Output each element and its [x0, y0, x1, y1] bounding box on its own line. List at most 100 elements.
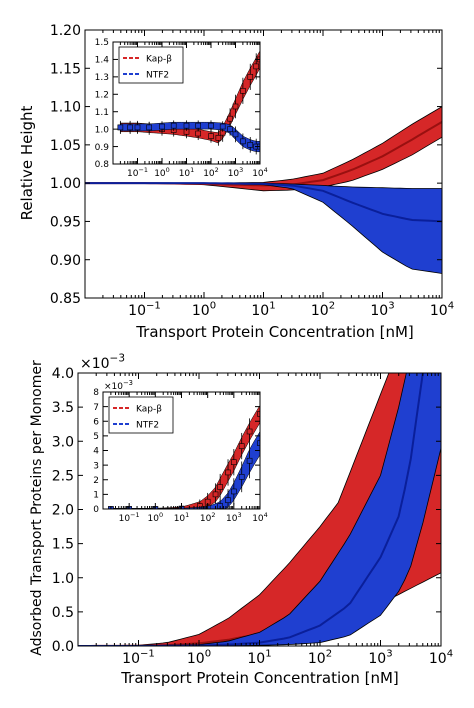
bottom-y-tick-label: 0.0: [52, 639, 74, 655]
top-inset-data-point: [219, 123, 226, 130]
bottom-inset-y-tick-label: 5: [93, 432, 99, 442]
bottom-inset-data-point: [246, 428, 253, 435]
top-inset-x-tick-label: 102: [203, 166, 219, 179]
top-inset-data-point: [134, 124, 141, 131]
bottom-x-tick-label: 102: [308, 649, 332, 667]
top-x-axis-label: Transport Protein Concentration [nM]: [135, 323, 414, 341]
bottom-inset-x-tick-label: 10−1: [119, 511, 140, 524]
bottom-inset-y-tick-label: 3: [93, 461, 99, 471]
bottom-inset-data-point: [257, 411, 260, 417]
bottom-y-tick-label: 3.0: [52, 434, 74, 450]
top-inset-data-point: [117, 124, 124, 131]
bottom-y-tick-label: 0.5: [52, 605, 74, 621]
bottom-inset-data-point: [231, 488, 237, 495]
top-inset-data-point: [195, 122, 201, 129]
bottom-band-ntf2: [78, 373, 441, 646]
bottom-x-tick-label: 104: [429, 649, 453, 667]
top-y-tick-label: 0.95: [50, 214, 81, 230]
top-inset-data-point: [195, 130, 201, 137]
top-inset-x-tick-label: 103: [228, 166, 244, 179]
top-plot-area: [85, 106, 442, 274]
top-inset-data-point: [232, 131, 239, 138]
bottom-y-tick-label: 1.5: [52, 537, 74, 553]
bottom-x-axis-label: Transport Protein Concentration [nM]: [120, 669, 399, 687]
top-inset-legend: Kap-β NTF2: [118, 46, 184, 84]
bottom-inset-data-point: [238, 443, 245, 449]
top-y-tick-label: 0.90: [50, 253, 81, 269]
top-inset-data-point: [247, 142, 254, 148]
top-inset-data-point: [227, 126, 233, 132]
bottom-x-tick-label: 101: [247, 649, 271, 667]
bottom-x-tick-label: 100: [187, 649, 211, 667]
bottom-inset-y-tick-label: 7: [93, 403, 99, 413]
bottom-inset-x-tick-label: 104: [252, 511, 268, 524]
top-y-axis-label: Relative Height: [18, 105, 36, 220]
top-inset-x-tick-label: 10−1: [127, 166, 148, 179]
top-y-tick-label: 1.10: [50, 100, 81, 116]
bottom-inset-x-tick-label: 101: [174, 511, 190, 524]
top-y-tick-label: 1.15: [50, 61, 81, 77]
top-y-tick-label: 0.85: [50, 291, 81, 307]
bottom-panel-adsorbed-proteins: Adsorbed Transport Proteins per Monomer …: [29, 353, 453, 687]
top-inset-data-point: [159, 123, 165, 130]
top-inset-data-point: [240, 138, 246, 145]
top-inset-data-point: [240, 88, 246, 94]
bottom-inset-band-ntf2: [110, 431, 260, 509]
top-inset-data-point: [215, 135, 222, 141]
bottom-inset-x-tick-label: 102: [200, 511, 216, 524]
bottom-inset-data-point: [238, 474, 245, 480]
top-inset-data-point: [253, 63, 260, 70]
bottom-y-scale-label: ×10−3: [80, 353, 125, 372]
top-inset-data-point: [232, 103, 239, 110]
bottom-inset-x-tick-label: 103: [226, 511, 242, 524]
bottom-inset-legend-box: [108, 396, 174, 434]
top-panel-relative-height: Relative Height Transport Protein Concen…: [18, 23, 454, 341]
top-x-tick-label: 101: [251, 301, 275, 319]
bottom-y-tick-label: 2.5: [52, 468, 74, 484]
top-inset-y-tick-label: 1.1: [95, 108, 109, 118]
top-x-tick-label: 102: [311, 301, 335, 319]
bottom-y-axis-label: Adsorbed Transport Proteins per Monomer: [29, 360, 45, 656]
bottom-y-tick-label: 2.0: [52, 503, 74, 519]
top-y-tick-label: 1.00: [50, 176, 81, 192]
bottom-inset-band-kap-beta: [110, 404, 260, 509]
bottom-inset-x-tick-label: 100: [148, 511, 164, 524]
bottom-y-tick-label: 1.0: [52, 571, 74, 587]
top-x-tick-label: 100: [192, 301, 216, 319]
top-axes: 0.85 0.90 0.95 1.00 1.05 1.10 1.15 1.20 10−1 100 1…: [50, 23, 454, 319]
top-inset-data-point: [208, 122, 214, 129]
bottom-inset-y-tick-label: 1: [93, 491, 99, 501]
top-inset-data-point: [208, 133, 214, 139]
bottom-x-tick-label: 10−1: [122, 649, 155, 667]
top-inset-legend-label: NTF2: [146, 71, 169, 81]
bottom-inset-y-tick-label: 0: [93, 505, 99, 515]
bottom-inset-data-point: [246, 457, 253, 464]
top-x-tick-label: 104: [430, 301, 454, 319]
top-inset-x-tick-label: 100: [154, 166, 170, 179]
top-inset-data-point: [170, 122, 177, 129]
top-inset-data-point: [247, 74, 254, 80]
top-inset-y-tick-label: 1.2: [95, 91, 109, 101]
top-inset-data-point: [127, 124, 133, 131]
top-x-tick-label: 103: [370, 301, 394, 319]
bottom-inset-y-tick-label: 8: [93, 388, 99, 398]
top-inset-y-tick-label: 1.4: [95, 56, 110, 66]
bottom-inset-data-point: [225, 497, 231, 504]
bottom-inset-y-scale-label: ×10−3: [104, 379, 133, 392]
top-inset-y-tick-label: 0.9: [95, 143, 110, 153]
bottom-inset-legend-label: NTF2: [136, 421, 159, 431]
top-y-tick-label: 1.20: [50, 23, 81, 39]
bottom-inset-legend: Kap-β NTF2: [108, 396, 174, 434]
bottom-inset-data-point: [231, 459, 237, 466]
bottom-y-tick-label: 3.5: [52, 400, 74, 416]
top-mean-line-ntf2: [85, 182, 442, 223]
bottom-inset-data-point: [225, 469, 231, 476]
top-inset-y-tick-label: 1.3: [95, 73, 109, 83]
bottom-inset-data-point: [257, 440, 260, 446]
top-inset-y-tick-label: 1.0: [95, 125, 110, 135]
bottom-inset-legend-label: Kap-β: [136, 405, 162, 415]
bottom-inset-y-tick-label: 4: [93, 447, 99, 457]
top-inset-band-ntf2: [120, 121, 260, 153]
top-inset-y-tick-label: 0.8: [95, 160, 110, 170]
